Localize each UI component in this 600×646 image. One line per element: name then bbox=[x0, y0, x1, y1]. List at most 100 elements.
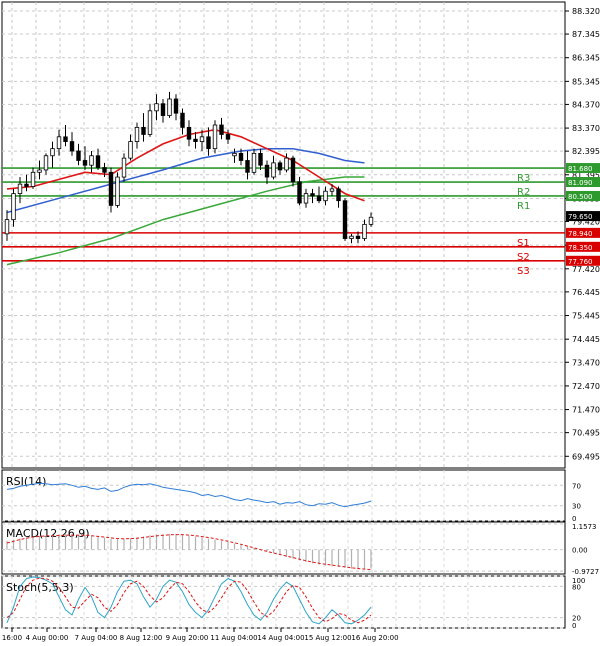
candle-bull bbox=[121, 157, 127, 178]
x-tick-label: 9 Aug 20:00 bbox=[166, 634, 209, 642]
candle-bull bbox=[4, 219, 10, 235]
candle-bear bbox=[245, 160, 250, 173]
candle-bull bbox=[115, 176, 120, 206]
rsi-line bbox=[6, 482, 372, 508]
y-tick-label: -0.9727 bbox=[572, 568, 599, 576]
candle-bear bbox=[277, 162, 283, 171]
candle-bull bbox=[362, 223, 367, 239]
candle-bull bbox=[199, 136, 205, 142]
y-tick-label: 76.445 bbox=[572, 288, 600, 297]
candle-bull bbox=[284, 157, 289, 171]
candle-bull bbox=[17, 183, 23, 195]
level-price-tag bbox=[566, 163, 600, 174]
candle-bear bbox=[24, 183, 29, 187]
rsi-panel-frame bbox=[1, 469, 566, 522]
candle-bear bbox=[160, 103, 166, 116]
rsi-panel-title: RSI(14) bbox=[6, 475, 46, 488]
y-tick-label: 75.445 bbox=[572, 312, 600, 321]
candle-bear bbox=[258, 152, 263, 166]
candle-bear bbox=[82, 160, 88, 166]
level-name-label: S3 bbox=[517, 266, 530, 277]
candle-bear bbox=[355, 235, 361, 239]
candle-bear bbox=[141, 126, 146, 135]
candle-bear bbox=[219, 124, 224, 135]
y-tick-label: 0 bbox=[572, 515, 576, 523]
level-name-label: R1 bbox=[517, 201, 530, 212]
candle-bull bbox=[50, 148, 55, 157]
candle-bear bbox=[264, 164, 270, 178]
candle-bear bbox=[336, 188, 341, 202]
candle-bull bbox=[251, 152, 257, 173]
candle-bear bbox=[316, 195, 322, 202]
x-tick-label: 16:00 bbox=[2, 634, 22, 642]
level-name-label: R2 bbox=[517, 187, 530, 198]
ma-green-line bbox=[6, 176, 365, 266]
candle-bull bbox=[329, 188, 335, 192]
y-tick-label: 1.1573 bbox=[572, 523, 597, 531]
level-price-label: 78.350 bbox=[568, 244, 593, 252]
candle-bear bbox=[102, 167, 107, 173]
y-tick-label: 74.445 bbox=[572, 335, 600, 344]
y-tick-label: 85.345 bbox=[572, 77, 600, 86]
stoch-panel-frame bbox=[1, 575, 566, 629]
y-tick-label: 84.370 bbox=[572, 100, 600, 109]
x-tick-label: 16 Aug 20:00 bbox=[351, 634, 398, 642]
main-panel-frame bbox=[1, 1, 566, 469]
level-price-label: 81.680 bbox=[568, 165, 593, 173]
candle-bull bbox=[43, 155, 49, 171]
y-tick-label: 69.495 bbox=[572, 452, 600, 461]
level-price-tag bbox=[566, 190, 600, 201]
level-price-tag bbox=[566, 227, 600, 238]
candle-bear bbox=[173, 98, 179, 114]
candle-bull bbox=[147, 110, 153, 135]
y-tick-label: 73.470 bbox=[572, 358, 600, 367]
y-tick-label: 71.470 bbox=[572, 406, 600, 415]
x-tick-label: 11 Aug 04:00 bbox=[210, 634, 257, 642]
y-tick-label: 88.320 bbox=[572, 7, 600, 16]
y-tick-label: 77.420 bbox=[572, 265, 600, 274]
candle-bear bbox=[76, 150, 81, 161]
candle-bull bbox=[11, 193, 16, 221]
candle-bear bbox=[310, 193, 315, 197]
x-tick-label: 4 Aug 00:00 bbox=[26, 634, 69, 642]
y-tick-label: 70 bbox=[572, 482, 581, 490]
candle-bull bbox=[89, 155, 94, 166]
y-tick-label: 81.395 bbox=[572, 171, 600, 180]
candle-bear bbox=[290, 157, 296, 183]
candle-bull bbox=[212, 124, 218, 150]
level-name-label: S1 bbox=[517, 238, 530, 249]
candle-bull bbox=[349, 235, 354, 239]
candle-bull bbox=[303, 193, 309, 204]
candle-bear bbox=[193, 138, 198, 142]
y-tick-label: 20 bbox=[572, 615, 581, 623]
candle-bear bbox=[206, 136, 211, 150]
candle-bull bbox=[232, 152, 237, 157]
candle-bear bbox=[297, 181, 302, 204]
candle-bear bbox=[95, 155, 101, 168]
y-tick-label: 80 bbox=[572, 583, 581, 591]
candle-bull bbox=[368, 216, 374, 225]
candle-bull bbox=[154, 103, 159, 112]
y-tick-label: 79.420 bbox=[572, 218, 600, 227]
candle-bear bbox=[63, 136, 68, 142]
level-price-tag bbox=[566, 177, 600, 188]
macd-panel-frame bbox=[1, 521, 566, 575]
level-price-tag bbox=[566, 255, 600, 266]
candle-bull bbox=[37, 169, 42, 173]
level-price-label: 81.090 bbox=[568, 179, 593, 187]
x-tick-label: 15 Aug 12:00 bbox=[304, 634, 351, 642]
candle-bear bbox=[108, 171, 114, 206]
candle-bear bbox=[186, 126, 192, 140]
level-price-tag bbox=[566, 241, 600, 252]
candle-bull bbox=[323, 190, 328, 202]
candle-bull bbox=[56, 136, 62, 150]
level-price-label: 78.940 bbox=[568, 230, 593, 238]
y-tick-label: 0 bbox=[572, 622, 576, 630]
y-tick-label: 30 bbox=[572, 503, 581, 511]
candle-bear bbox=[238, 152, 244, 161]
candle-bull bbox=[134, 126, 140, 142]
candle-bear bbox=[180, 112, 185, 128]
stoch-panel-title: Stoch(5,5,3) bbox=[6, 581, 74, 594]
candle-bull bbox=[167, 98, 172, 116]
current-price-tag bbox=[566, 211, 600, 222]
